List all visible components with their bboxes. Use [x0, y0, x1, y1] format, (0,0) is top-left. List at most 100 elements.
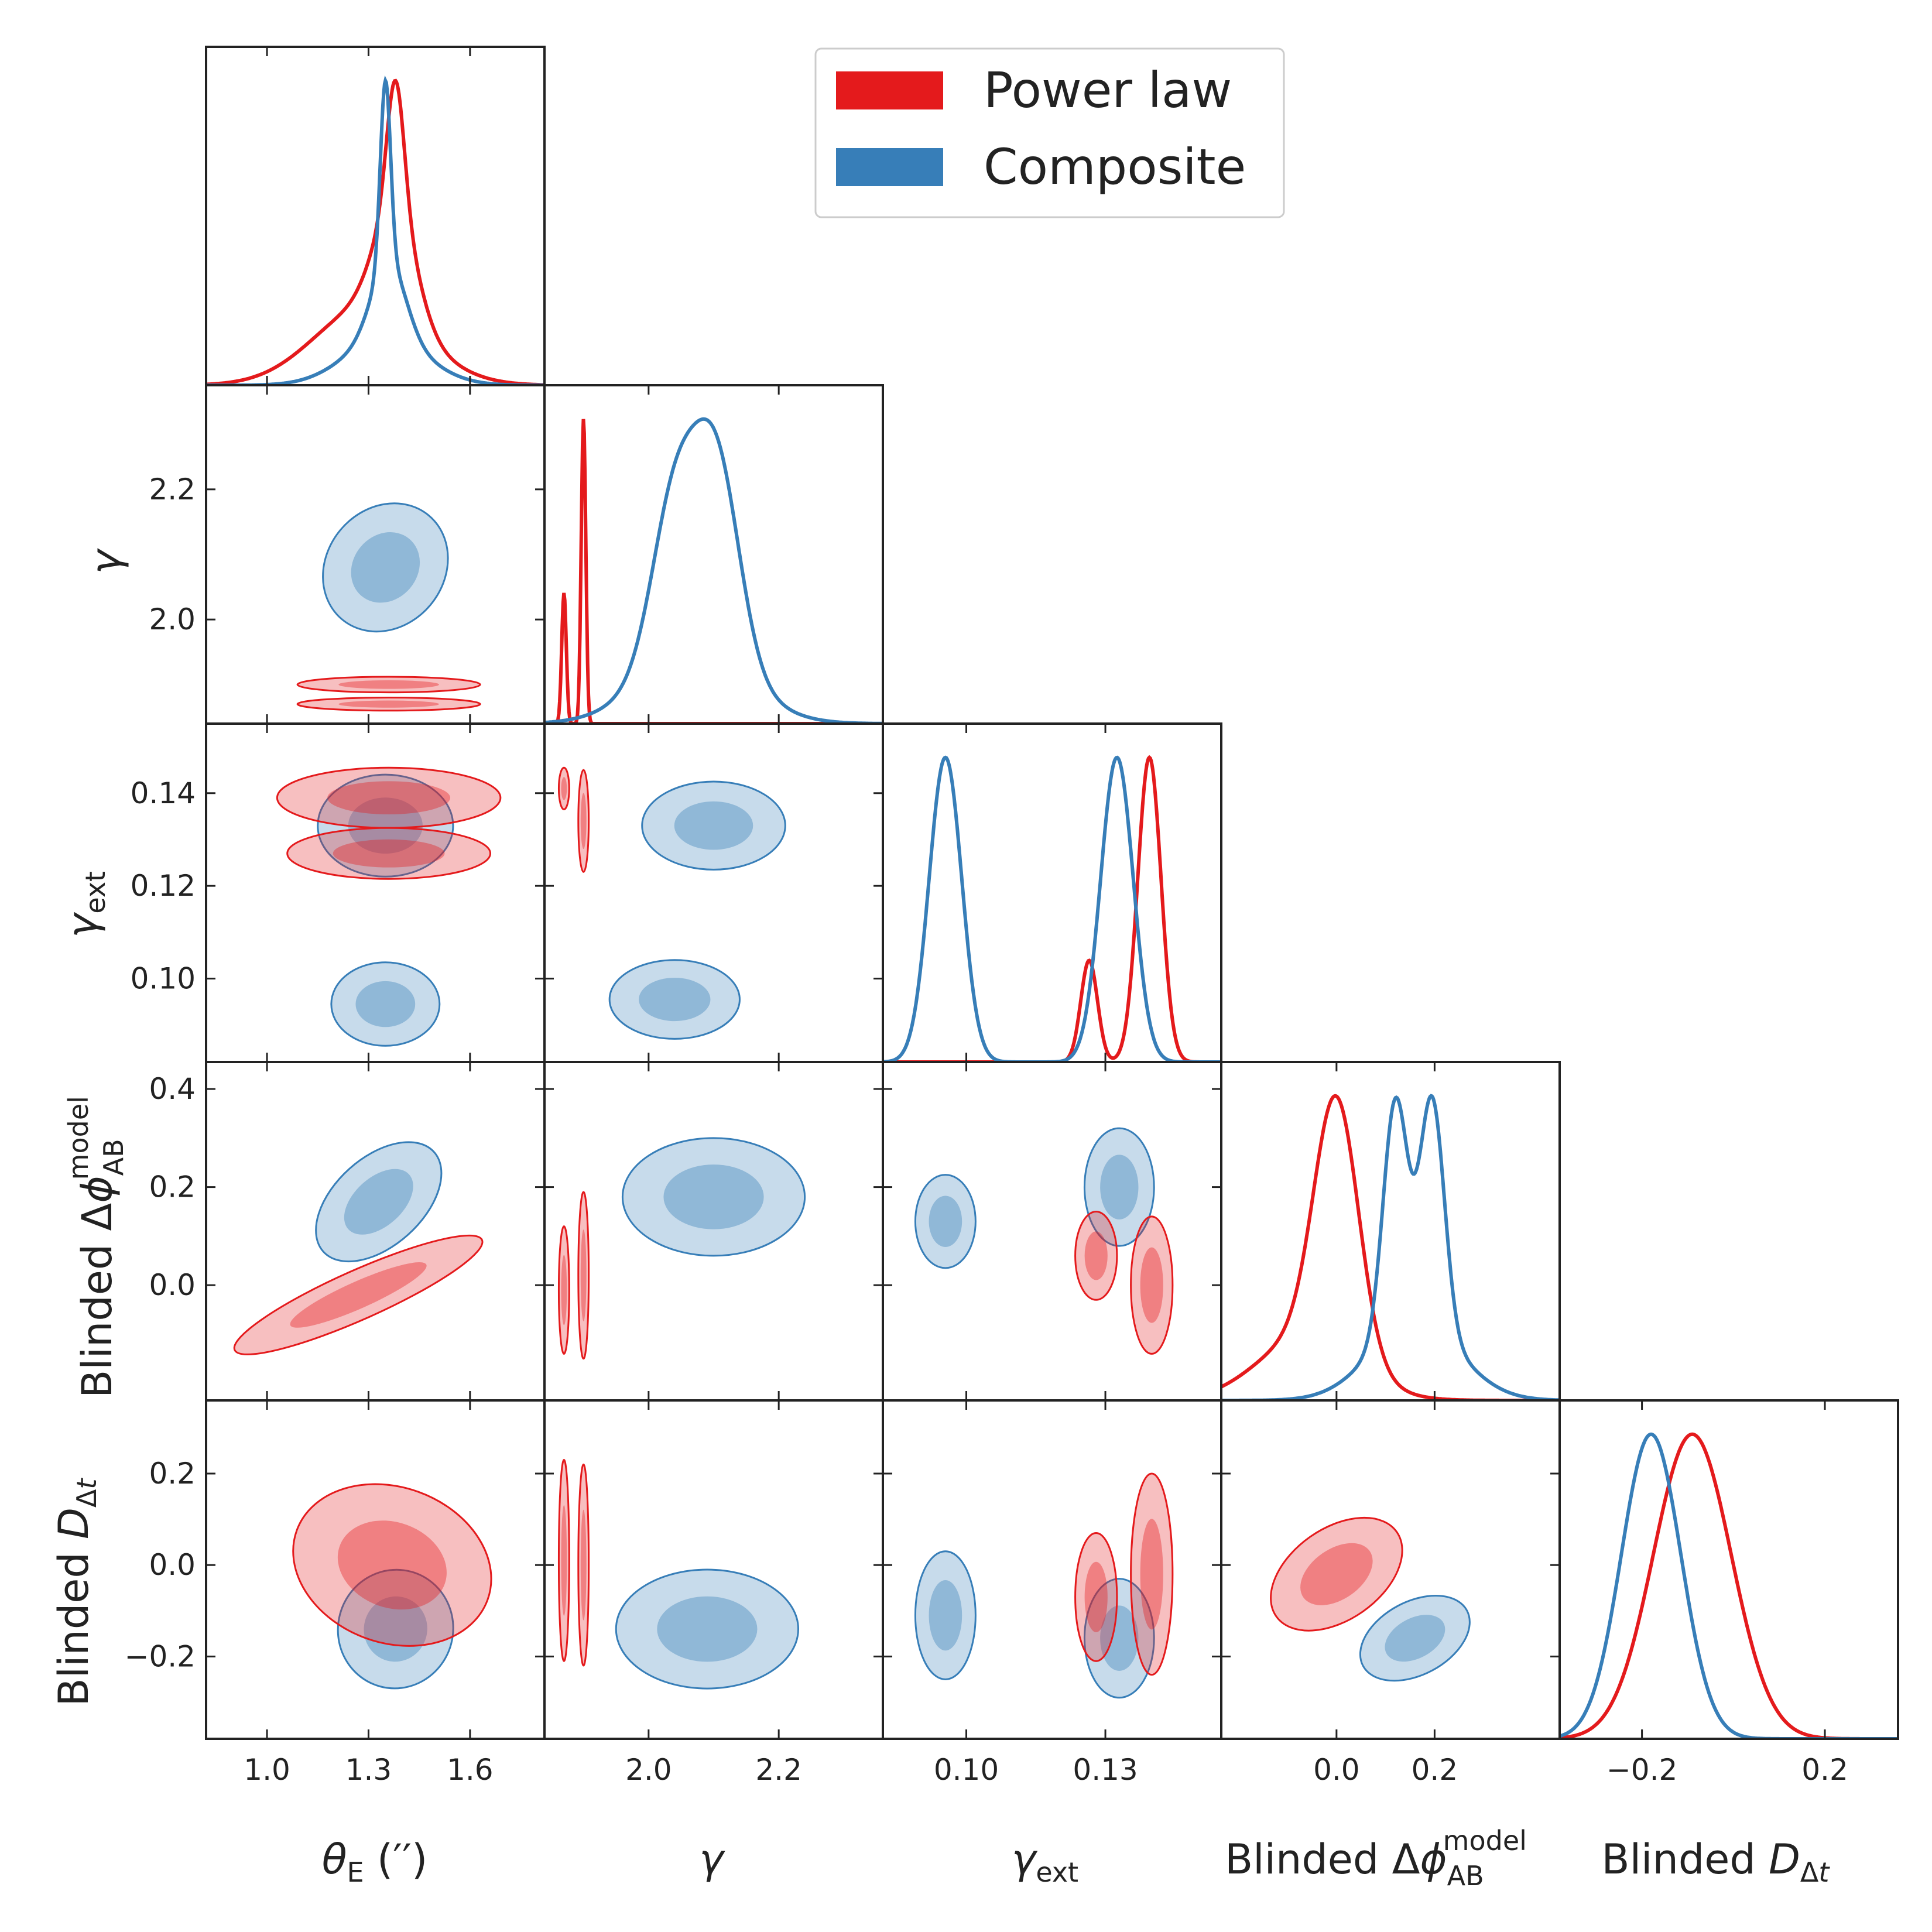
legend: Power law Composite — [814, 47, 1285, 218]
ylabel-delta-phi: Blinded ΔϕABmodel — [63, 1096, 129, 1398]
contour-68-power-law-0 — [327, 781, 451, 814]
ytick-label-delta_phi-2: 0.4 — [149, 1072, 196, 1106]
contour-68-composite-1 — [639, 978, 711, 1022]
contour-68-power-law-0 — [338, 680, 439, 689]
panel-frame — [1558, 1399, 1899, 1740]
contour-95-composite-1 — [1083, 1578, 1155, 1699]
ytick-label-delta_phi-1: 0.2 — [149, 1170, 196, 1204]
panel-frame — [543, 384, 884, 725]
ytick-label-gamma-0: 2.0 — [149, 602, 196, 636]
marginal-gamma_ext-power-law — [883, 755, 1221, 1062]
panel-gamma_ext-gamma_ext — [882, 722, 1222, 1063]
legend-label-composite: Composite — [984, 138, 1246, 196]
contour-68-power-law-0 — [561, 1255, 567, 1325]
ytick-label-D_dt-2: 0.2 — [149, 1457, 196, 1491]
panel-gamma-gamma — [543, 384, 884, 725]
xtick-label-theta_E-1: 1.3 — [345, 1753, 392, 1787]
marginal-D_dt-power-law — [1560, 1432, 1898, 1739]
ytick-label-gamma-1: 2.2 — [149, 472, 196, 506]
marginal-delta_phi-power-law — [1221, 1094, 1560, 1400]
y-axis-labels: γ γext Blinded ΔϕABmodel Blinded DΔt — [50, 548, 130, 1707]
panel-delta_phi-delta_phi — [1220, 1061, 1561, 1402]
xtick-label-gamma_ext-1: 0.13 — [1073, 1753, 1138, 1787]
contour-95-composite-0 — [914, 1174, 977, 1269]
x-axis-labels: θE (′′) γ γext Blinded ΔϕABmodel Blinded… — [322, 1825, 1831, 1892]
contour-68-power-law-1 — [580, 793, 587, 849]
ytick-label-gamma_ext-0: 0.10 — [131, 961, 196, 995]
contour-95-power-law-1 — [577, 1463, 590, 1667]
contour-68-power-law-0 — [1300, 1543, 1373, 1605]
contour-68-power-law-1 — [333, 839, 445, 868]
ytick-label-D_dt-1: 0.0 — [149, 1548, 196, 1582]
panel-theta_E-delta_phi: 0.0 0.2 0.4 — [149, 1061, 546, 1402]
contour-95-composite-0 — [322, 502, 449, 633]
contour-68-power-law-1 — [580, 1229, 587, 1321]
contour-68-composite-1 — [1100, 1605, 1139, 1671]
panel-delta_phi-D_dt: 0.0 0.2 — [1220, 1399, 1561, 1787]
contour-68-composite-1 — [1100, 1155, 1139, 1220]
panel-frame — [205, 46, 546, 386]
contour-95-composite-1 — [330, 961, 441, 1047]
contour-95-composite-1 — [608, 959, 741, 1040]
marginal-gamma-composite — [544, 417, 883, 724]
panel-theta_E-gamma_ext: 0.10 0.12 0.14 — [131, 722, 546, 1063]
marginal-delta_phi-composite — [1221, 1094, 1560, 1400]
contour-68-composite-0 — [348, 797, 423, 854]
contour-95-power-law-0 — [296, 676, 481, 694]
contour-95-composite-0 — [315, 1141, 443, 1263]
marginal-gamma-power-law — [544, 419, 883, 724]
contour-95-composite-0 — [621, 1137, 806, 1257]
contour-95-composite-0 — [317, 773, 454, 878]
xtick-label-delta_phi-1: 0.2 — [1412, 1753, 1458, 1787]
contour-95-composite-0 — [1359, 1595, 1471, 1682]
contour-68-power-law-0 — [290, 1262, 427, 1328]
xtick-label-gamma-0: 2.0 — [625, 1753, 672, 1787]
contour-68-composite-1 — [355, 981, 416, 1027]
legend-label-power-law: Power law — [984, 61, 1232, 119]
marginal-theta_E-power-law — [206, 78, 544, 385]
contour-68-power-law-0 — [337, 1520, 447, 1610]
panel-gamma_ext-D_dt: 0.10 0.13 — [882, 1399, 1222, 1787]
contour-95-power-law-0 — [1074, 1532, 1118, 1662]
contour-95-power-law-0 — [233, 1234, 484, 1355]
contour-95-power-law-0 — [557, 1459, 570, 1662]
contour-95-power-law-0 — [557, 766, 570, 810]
xlabel-theta-E: θE (′′) — [322, 1835, 428, 1888]
xtick-label-gamma_ext-0: 0.10 — [934, 1753, 999, 1787]
contour-68-composite-0 — [344, 1169, 413, 1235]
xtick-label-D_dt-1: 0.2 — [1801, 1753, 1848, 1787]
xlabel-gamma: γ — [699, 1835, 725, 1883]
xtick-label-theta_E-0: 1.0 — [244, 1753, 290, 1787]
contour-68-power-law-0 — [1084, 1231, 1108, 1280]
contour-95-composite-0 — [914, 1550, 977, 1680]
contour-68-composite-0 — [657, 1596, 758, 1662]
xtick-label-delta_phi-0: 0.0 — [1313, 1753, 1360, 1787]
panel-theta_E-gamma: 2.0 2.2 — [149, 384, 546, 725]
contour-95-power-law-0 — [1074, 1210, 1118, 1301]
panels: 2.0 2.2 0.10 0.12 0.14 0.0 0.2 0.4 1.0 1.3 1.6 −0.2… — [125, 46, 1899, 1787]
contour-95-power-law-1 — [577, 1191, 590, 1360]
contour-68-composite-0 — [929, 1580, 962, 1651]
contour-68-power-law-0 — [561, 1505, 567, 1616]
xtick-label-D_dt-0: −0.2 — [1606, 1753, 1677, 1787]
xtick-label-gamma-1: 2.2 — [755, 1753, 802, 1787]
contour-95-power-law-0 — [557, 1225, 570, 1355]
contour-68-power-law-0 — [1084, 1561, 1108, 1633]
panel-gamma-D_dt: 2.0 2.2 — [543, 1399, 884, 1787]
contour-68-composite-0 — [351, 532, 420, 603]
ylabel-D-dt: Blinded DΔt — [50, 1478, 102, 1707]
panel-D_dt-D_dt: −0.2 0.2 — [1558, 1399, 1899, 1787]
contour-95-power-law-1 — [1130, 1215, 1174, 1355]
contour-95-power-law-1 — [1130, 1472, 1174, 1676]
contour-95-composite-0 — [641, 780, 786, 871]
contour-68-composite-0 — [663, 1164, 764, 1229]
contour-95-composite-0 — [337, 1568, 454, 1690]
panel-gamma_ext-delta_phi — [882, 1061, 1222, 1402]
contour-95-power-law-1 — [577, 769, 590, 873]
contour-95-power-law-0 — [1270, 1516, 1403, 1632]
panel-theta_E-D_dt: 1.0 1.3 1.6 −0.2 0.0 0.2 — [125, 1399, 546, 1787]
contour-68-power-law-0 — [561, 777, 567, 800]
ylabel-gamma: γ — [82, 548, 130, 574]
legend-swatch-power-law — [836, 71, 943, 109]
panel-gamma-gamma_ext — [543, 722, 884, 1063]
